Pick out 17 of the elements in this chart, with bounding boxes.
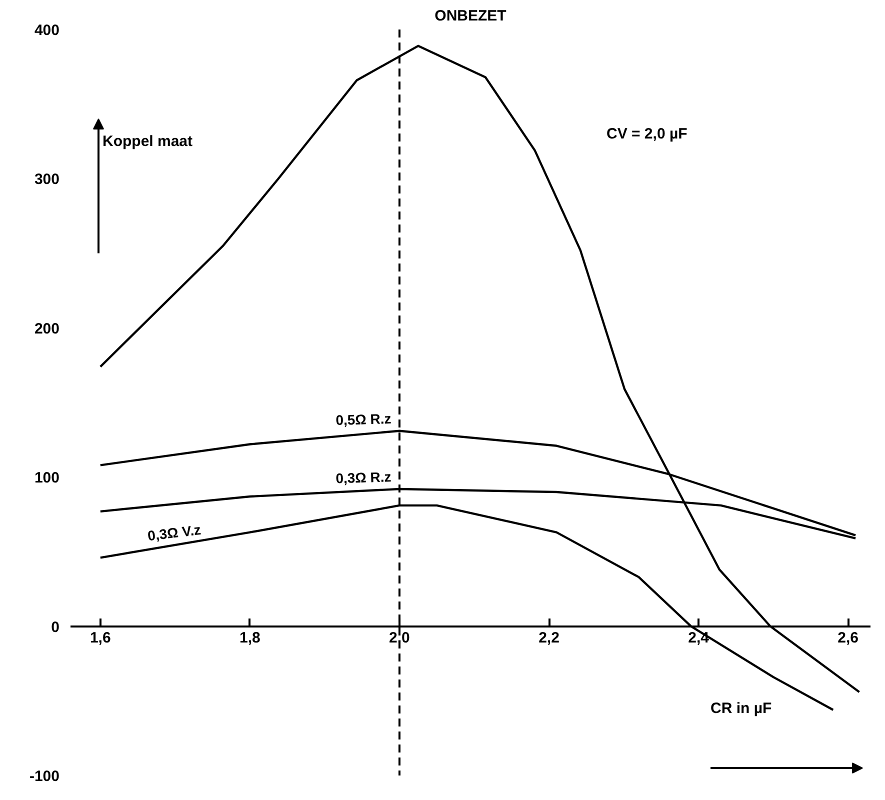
y-tick-label: 0 bbox=[51, 618, 60, 636]
series-label: 0,3Ω R.z bbox=[335, 468, 392, 486]
x-axis-title: CR in µF bbox=[710, 700, 772, 717]
x-tick-label: 2,2 bbox=[538, 629, 560, 646]
y-tick-label: 400 bbox=[34, 22, 60, 39]
text: 0,3Ω V.z bbox=[146, 521, 202, 544]
annotation: CV = 2,0 µF bbox=[606, 125, 688, 142]
x-tick-label: 1,8 bbox=[240, 629, 260, 646]
chart-title: ONBEZET bbox=[434, 8, 506, 24]
y-tick-label: 300 bbox=[34, 171, 60, 188]
y-tick-label: -100 bbox=[29, 768, 60, 785]
y-tick-label: 200 bbox=[34, 320, 60, 338]
y-axis-title: Koppel maat bbox=[102, 132, 193, 150]
x-tick-label: 1,6 bbox=[90, 629, 111, 646]
x-tick-label: 2,6 bbox=[838, 629, 859, 646]
y-tick-label: 100 bbox=[34, 470, 60, 487]
series-label: 0,5Ω R.z bbox=[335, 410, 392, 428]
